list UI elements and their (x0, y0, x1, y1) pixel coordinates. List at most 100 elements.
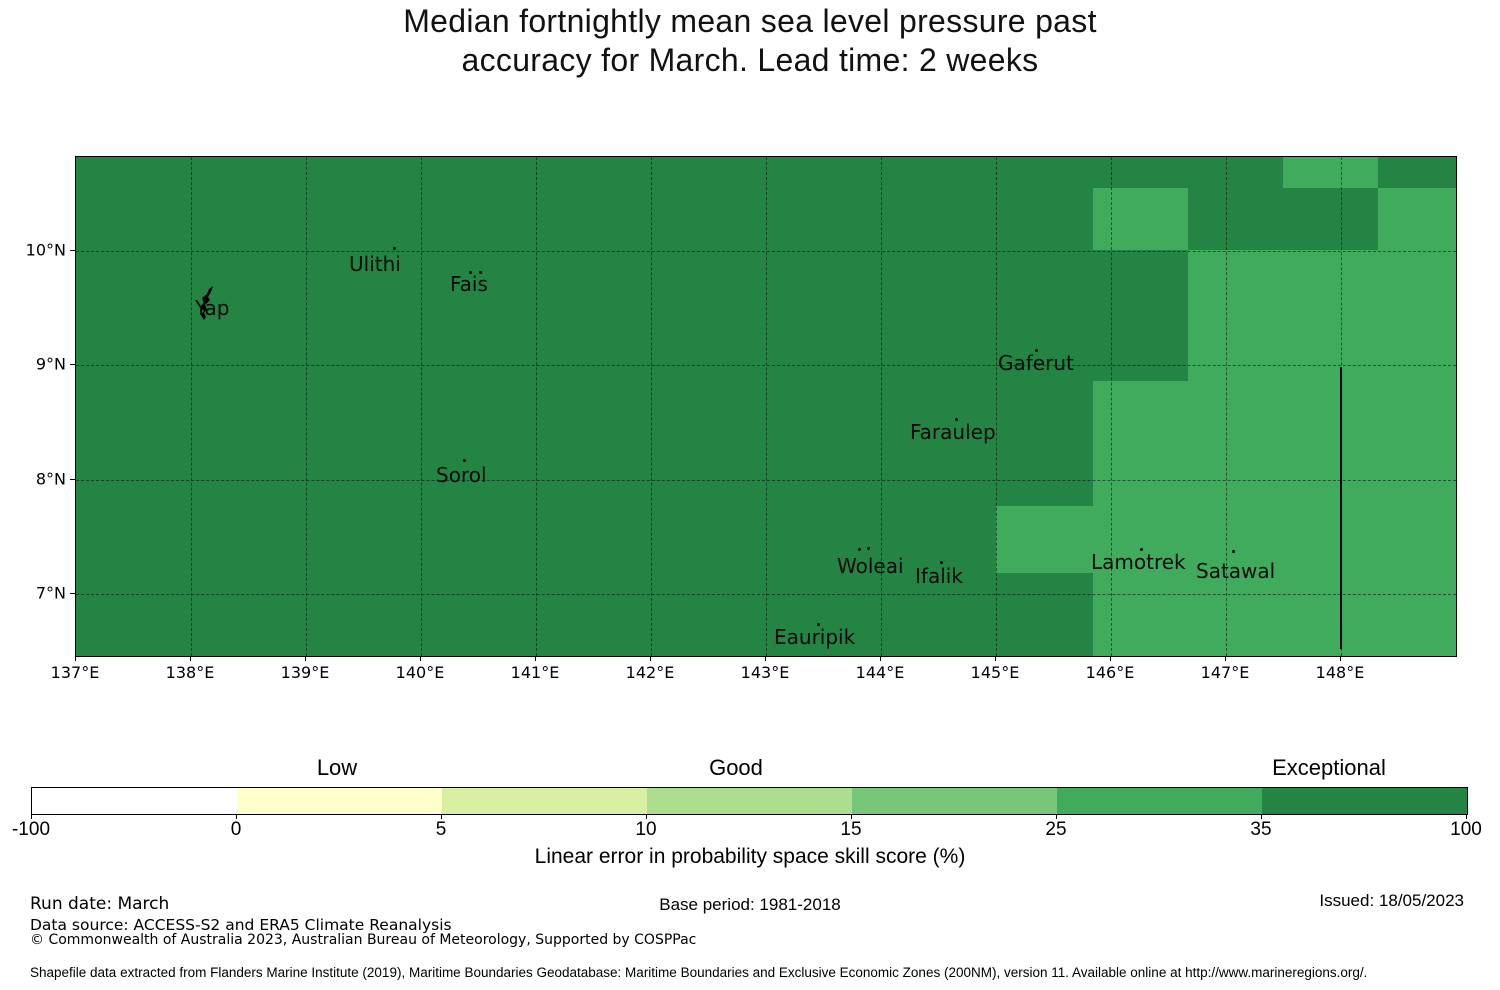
x-tick-label: 138°E (165, 663, 215, 682)
gridline-vertical (421, 157, 422, 656)
colorbar-category-label: Low (316, 755, 358, 780)
x-tick-mark (1225, 656, 1226, 661)
x-tick-mark (1340, 656, 1341, 661)
colorbar-axis-label: Linear error in probability space skill … (534, 845, 966, 868)
gridline-vertical (996, 157, 997, 656)
island-marker-dot (955, 418, 958, 421)
gridline-horizontal (76, 251, 1456, 252)
gridline-vertical (191, 157, 192, 656)
island-label: Faraulep (910, 420, 996, 444)
footer-data-source: Data source: ACCESS-S2 and ERA5 Climate … (30, 916, 452, 934)
x-tick-label: 141°E (510, 663, 560, 682)
x-tick-label: 142°E (625, 663, 675, 682)
colorbar-segment (442, 788, 647, 814)
x-tick-label: 144°E (855, 663, 905, 682)
yap-island-shape (200, 286, 213, 320)
colorbar-segment (237, 788, 442, 814)
y-tick-mark (70, 250, 75, 251)
x-tick-mark (650, 656, 651, 661)
gridline-horizontal (76, 594, 1456, 595)
x-tick-label: 148°E (1315, 663, 1365, 682)
colorbar-tick-mark (236, 814, 237, 819)
colorbar-tick-label: -100 (11, 819, 51, 840)
island-marker-dot (463, 459, 466, 462)
footer-copyright: © Commonwealth of Australia 2023, Austra… (30, 932, 697, 948)
x-tick-mark (420, 656, 421, 661)
skill-cell-25-35 (1378, 188, 1456, 250)
island-label: Gaferut (998, 351, 1074, 375)
colorbar-category-label: Exceptional (1272, 755, 1386, 780)
colorbar-tick-mark (31, 814, 32, 819)
colorbar-segment (647, 788, 852, 814)
footer-base-period: Base period: 1981-2018 (659, 895, 841, 914)
footer-run-date: Run date: March (30, 894, 170, 914)
colorbar-segment (852, 788, 1057, 814)
colorbar-segment (1057, 788, 1262, 814)
x-tick-mark (995, 656, 996, 661)
island-marker-dot (858, 548, 861, 551)
island-label: Woleai (837, 554, 904, 578)
gridline-vertical (1226, 157, 1227, 656)
x-tick-label: 143°E (740, 663, 790, 682)
y-tick-label: 9°N (35, 354, 66, 374)
y-tick-label: 10°N (25, 240, 66, 260)
x-tick-label: 147°E (1200, 663, 1250, 682)
y-tick-label: 7°N (35, 583, 66, 603)
colorbar-tick-label: 0 (230, 819, 242, 840)
x-tick-label: 140°E (395, 663, 445, 682)
x-tick-mark (535, 656, 536, 661)
x-tick-mark (305, 656, 306, 661)
island-label: Eauripik (774, 625, 856, 649)
x-tick-mark (75, 656, 76, 661)
island-marker-dot (1140, 548, 1143, 551)
colorbar-tick-label: 35 (1250, 819, 1272, 840)
colorbar-tick-label: 100 (1450, 819, 1482, 840)
chart-title-line1: Median fortnightly mean sea level pressu… (403, 3, 1097, 39)
island-label: Sorol (436, 463, 487, 487)
map-plot-area (75, 156, 1457, 657)
colorbar-tick-mark (1056, 814, 1057, 819)
eez-boundary-line (1340, 367, 1342, 649)
gridline-vertical (536, 157, 537, 656)
gridline-vertical (766, 157, 767, 656)
colorbar-tick-label: 25 (1045, 819, 1067, 840)
colorbar-tick-mark (441, 814, 442, 819)
colorbar (31, 787, 1468, 815)
island-label: Ulithi (349, 252, 401, 276)
colorbar-segment (1262, 788, 1467, 814)
island-marker-dot (469, 271, 472, 274)
skill-cell-25-35 (996, 506, 1093, 573)
colorbar-tick-label: 5 (435, 819, 447, 840)
y-tick-mark (70, 479, 75, 480)
footer-issued-date: Issued: 18/05/2023 (1319, 891, 1464, 910)
gridline-vertical (1111, 157, 1112, 656)
island-label: Ifalik (915, 564, 963, 588)
gridline-vertical (651, 157, 652, 656)
colorbar-tick-mark (1466, 814, 1467, 819)
footer-shapefile-note: Shapefile data extracted from Flanders M… (30, 965, 1368, 980)
x-tick-mark (1110, 656, 1111, 661)
chart-title: Median fortnightly mean sea level pressu… (0, 2, 1500, 80)
island-marker-dot (940, 561, 943, 564)
island-label: Lamotrek (1091, 550, 1186, 574)
island-marker-dot (867, 547, 870, 550)
island-marker-dot (1035, 349, 1038, 352)
colorbar-segment (32, 788, 237, 814)
x-tick-mark (190, 656, 191, 661)
gridline-horizontal (76, 365, 1456, 366)
island-label: Yap (195, 296, 230, 320)
y-tick-mark (70, 364, 75, 365)
x-tick-label: 137°E (50, 663, 100, 682)
chart-title-line2: accuracy for March. Lead time: 2 weeks (461, 42, 1039, 78)
colorbar-tick-label: 15 (840, 819, 862, 840)
x-tick-label: 139°E (280, 663, 330, 682)
island-marker-dot (817, 623, 820, 626)
gridline-vertical (881, 157, 882, 656)
x-tick-mark (765, 656, 766, 661)
colorbar-tick-mark (851, 814, 852, 819)
gridline-horizontal (76, 480, 1456, 481)
x-tick-label: 146°E (1085, 663, 1135, 682)
x-tick-label: 145°E (970, 663, 1020, 682)
skill-cell-25-35 (1188, 250, 1456, 656)
